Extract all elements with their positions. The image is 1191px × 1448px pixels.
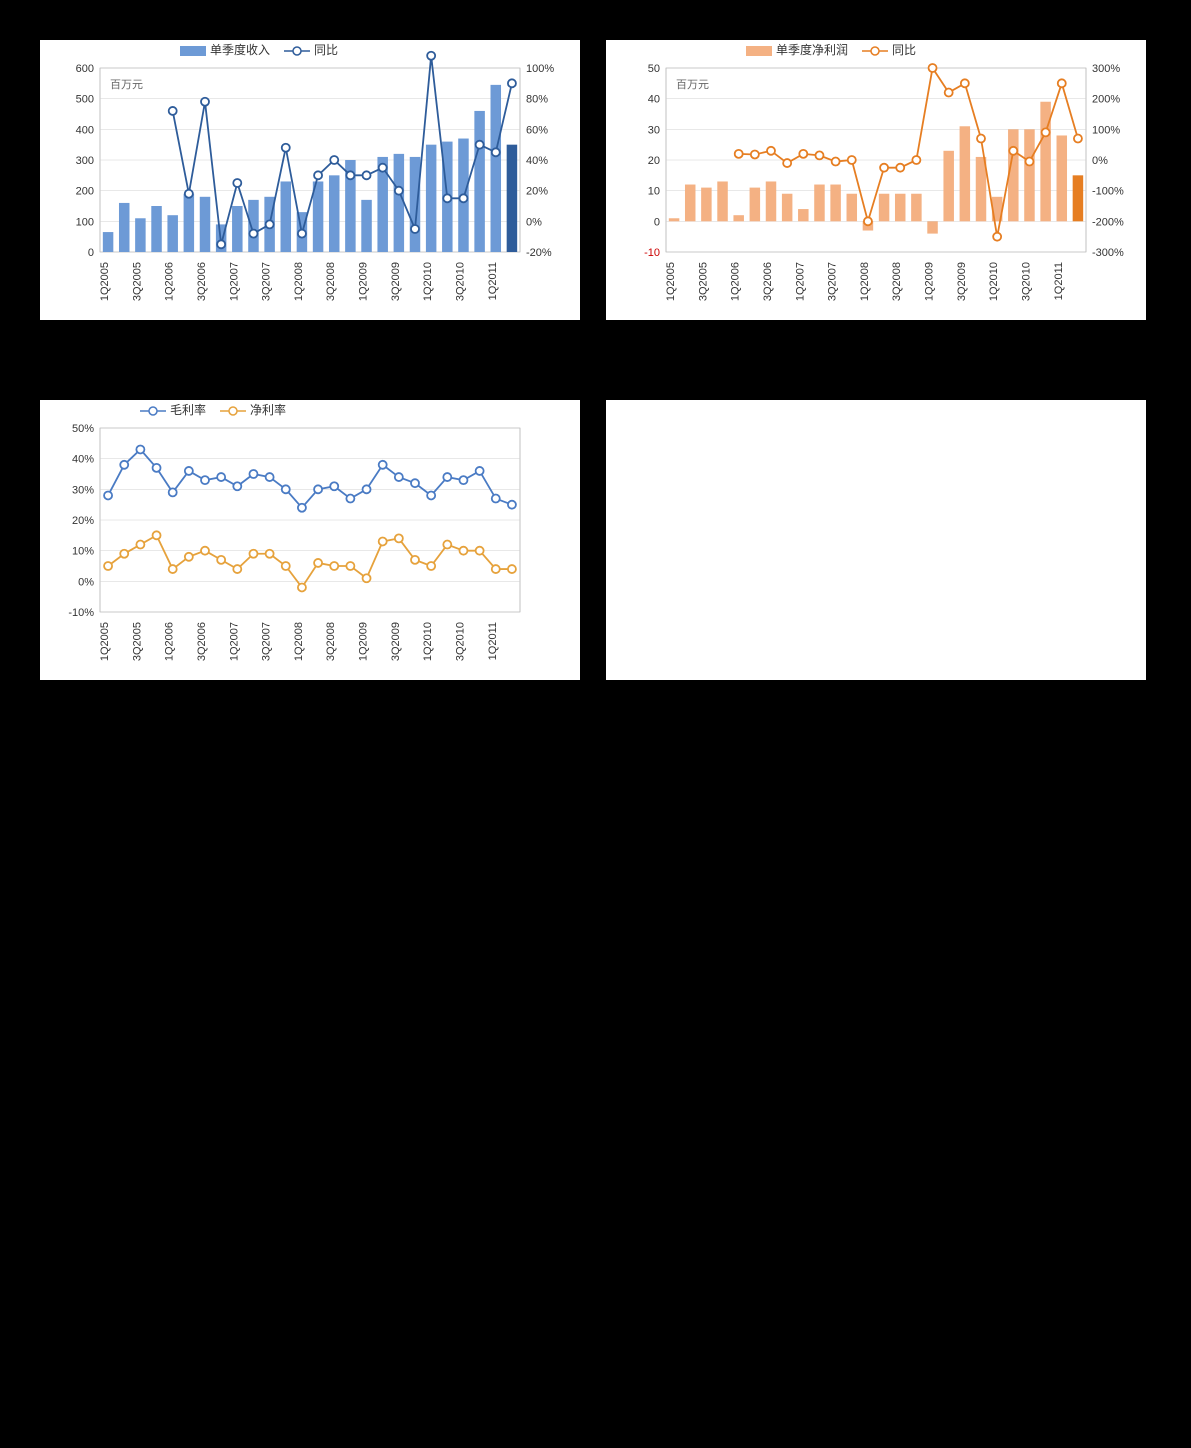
svg-text:1Q2009: 1Q2009 <box>358 622 370 661</box>
svg-text:30: 30 <box>647 124 659 136</box>
svg-text:100%: 100% <box>1092 124 1120 136</box>
chart-xinlian-revenue <box>606 400 1146 680</box>
svg-text:1Q2007: 1Q2007 <box>228 622 240 661</box>
svg-text:1Q2008: 1Q2008 <box>293 262 305 301</box>
svg-text:40%: 40% <box>526 155 548 167</box>
svg-text:3Q2005: 3Q2005 <box>131 622 143 661</box>
svg-text:1Q2010: 1Q2010 <box>988 262 1000 301</box>
svg-text:-10: -10 <box>644 247 660 259</box>
svg-text:同比: 同比 <box>314 43 338 57</box>
svg-text:10%: 10% <box>72 546 94 558</box>
svg-text:50: 50 <box>647 63 659 75</box>
chart-quarterly-revenue: 0 100 200 300 400 500 600 -20% 0% 20% 40% 60% 80% 100… <box>40 40 580 320</box>
svg-text:1Q2005: 1Q2005 <box>99 262 111 301</box>
svg-text:10: 10 <box>647 186 659 198</box>
svg-text:1Q2008: 1Q2008 <box>293 622 305 661</box>
svg-text:3Q2007: 3Q2007 <box>826 262 838 301</box>
svg-text:3Q2008: 3Q2008 <box>325 262 337 301</box>
chart-margins: -10% 0% 10% 20% 30% 40% 50% 1Q2005 3Q2005 1Q2006 3… <box>40 400 580 680</box>
chart-quarterly-profit: -10 0 10 20 30 40 50 -300% -200% -100% 0% 100% 200% 3… <box>606 40 1146 320</box>
svg-text:3Q2006: 3Q2006 <box>196 622 208 661</box>
svg-text:3Q2010: 3Q2010 <box>454 262 466 301</box>
svg-text:50%: 50% <box>72 423 94 435</box>
svg-text:单季度净利润: 单季度净利润 <box>776 42 848 57</box>
svg-text:1Q2010: 1Q2010 <box>422 622 434 661</box>
svg-text:-10%: -10% <box>68 607 94 619</box>
svg-text:0%: 0% <box>1092 155 1108 167</box>
svg-text:1Q2005: 1Q2005 <box>99 622 111 661</box>
svg-text:百万元: 百万元 <box>676 79 709 91</box>
svg-text:100%: 100% <box>526 63 554 75</box>
svg-text:3Q2007: 3Q2007 <box>261 262 273 301</box>
svg-text:3Q2009: 3Q2009 <box>390 622 402 661</box>
svg-text:1Q2008: 1Q2008 <box>858 262 870 301</box>
svg-text:3Q2008: 3Q2008 <box>891 262 903 301</box>
svg-text:0%: 0% <box>78 576 94 588</box>
svg-text:-300%: -300% <box>1092 247 1124 259</box>
svg-text:1Q2005: 1Q2005 <box>665 262 677 301</box>
svg-text:40: 40 <box>647 94 659 106</box>
svg-text:600: 600 <box>76 63 94 75</box>
svg-text:1Q2011: 1Q2011 <box>1052 262 1064 300</box>
svg-text:30%: 30% <box>72 484 94 496</box>
chart-grid: 0100200300400500600-20%0%20%40%60%80%100… <box>40 40 1151 840</box>
svg-text:100: 100 <box>76 216 94 228</box>
svg-text:20%: 20% <box>72 515 94 527</box>
svg-text:40%: 40% <box>72 454 94 466</box>
svg-text:1Q2011: 1Q2011 <box>487 622 499 660</box>
svg-text:60%: 60% <box>526 124 548 136</box>
svg-text:3Q2010: 3Q2010 <box>454 622 466 661</box>
svg-text:3Q2006: 3Q2006 <box>762 262 774 301</box>
svg-text:3Q2009: 3Q2009 <box>390 262 402 301</box>
svg-text:500: 500 <box>76 94 94 106</box>
svg-text:1Q2009: 1Q2009 <box>923 262 935 301</box>
svg-text:3Q2005: 3Q2005 <box>131 262 143 301</box>
svg-text:80%: 80% <box>526 94 548 106</box>
svg-text:-100%: -100% <box>1092 186 1124 198</box>
svg-text:1Q2007: 1Q2007 <box>794 262 806 301</box>
svg-text:200%: 200% <box>1092 94 1120 106</box>
svg-text:0: 0 <box>653 216 659 228</box>
svg-text:1Q2009: 1Q2009 <box>358 262 370 301</box>
svg-text:单季度收入: 单季度收入 <box>210 42 270 57</box>
svg-text:-200%: -200% <box>1092 216 1124 228</box>
svg-text:1Q2006: 1Q2006 <box>164 262 176 301</box>
svg-text:300: 300 <box>76 155 94 167</box>
svg-text:毛利率: 毛利率 <box>170 402 206 417</box>
svg-text:200: 200 <box>76 186 94 198</box>
svg-text:3Q2006: 3Q2006 <box>196 262 208 301</box>
svg-text:0%: 0% <box>526 216 542 228</box>
svg-text:3Q2007: 3Q2007 <box>261 622 273 661</box>
svg-text:400: 400 <box>76 124 94 136</box>
svg-text:净利率: 净利率 <box>250 402 286 417</box>
svg-text:1Q2007: 1Q2007 <box>228 262 240 301</box>
svg-text:1Q2006: 1Q2006 <box>729 262 741 301</box>
svg-text:300%: 300% <box>1092 63 1120 75</box>
svg-text:20: 20 <box>647 155 659 167</box>
svg-text:3Q2009: 3Q2009 <box>955 262 967 301</box>
svg-text:20%: 20% <box>526 186 548 198</box>
svg-text:1Q2010: 1Q2010 <box>422 262 434 301</box>
svg-text:1Q2011: 1Q2011 <box>487 262 499 300</box>
svg-text:-20%: -20% <box>526 247 552 259</box>
svg-text:0: 0 <box>88 247 94 259</box>
svg-text:同比: 同比 <box>892 43 916 57</box>
svg-text:百万元: 百万元 <box>110 79 143 91</box>
svg-text:3Q2008: 3Q2008 <box>325 622 337 661</box>
svg-text:1Q2006: 1Q2006 <box>164 622 176 661</box>
svg-text:3Q2005: 3Q2005 <box>697 262 709 301</box>
svg-text:3Q2010: 3Q2010 <box>1020 262 1032 301</box>
